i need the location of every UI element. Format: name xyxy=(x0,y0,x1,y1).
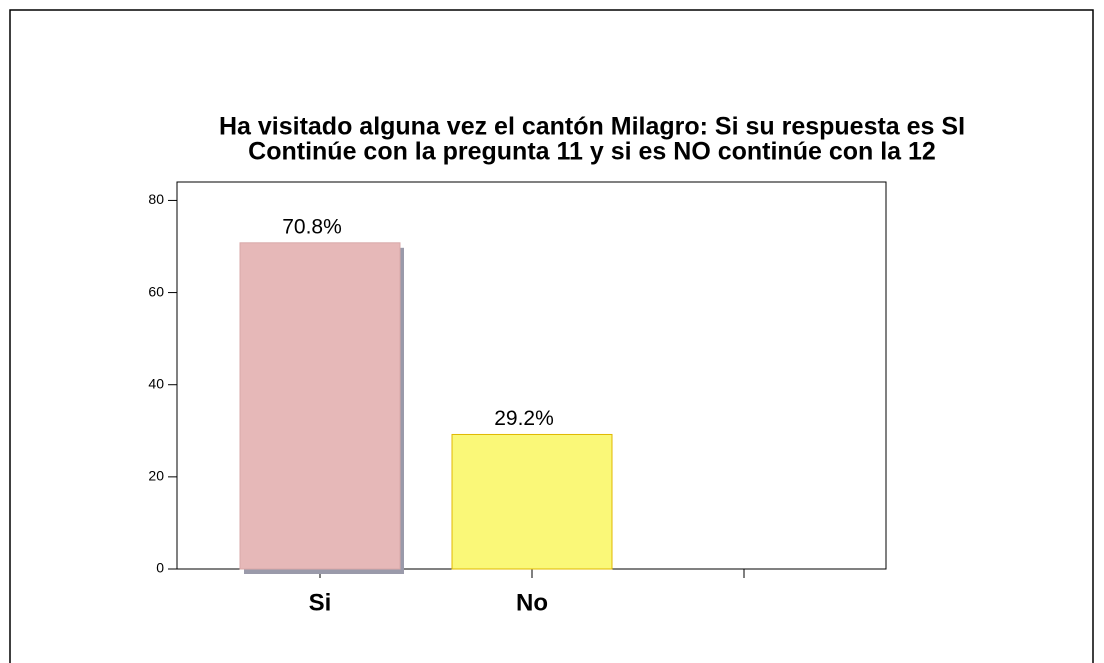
value-label: 29.2% xyxy=(494,407,554,430)
y-tick-label: 80 xyxy=(148,191,164,207)
chart-title: Continúe con la pregunta 11 y si es NO c… xyxy=(248,138,936,166)
y-tick-label: 0 xyxy=(156,560,164,576)
y-tick-label: 40 xyxy=(148,375,164,391)
x-tick-label: No xyxy=(516,589,548,616)
chart-title: Ha visitado alguna vez el cantón Milagro… xyxy=(219,113,965,141)
bar xyxy=(451,433,613,570)
x-tick-label: Si xyxy=(309,589,332,616)
bar xyxy=(239,242,401,570)
value-label: 70.8% xyxy=(282,215,342,238)
y-tick-label: 60 xyxy=(148,283,164,299)
y-tick-label: 20 xyxy=(148,468,164,484)
